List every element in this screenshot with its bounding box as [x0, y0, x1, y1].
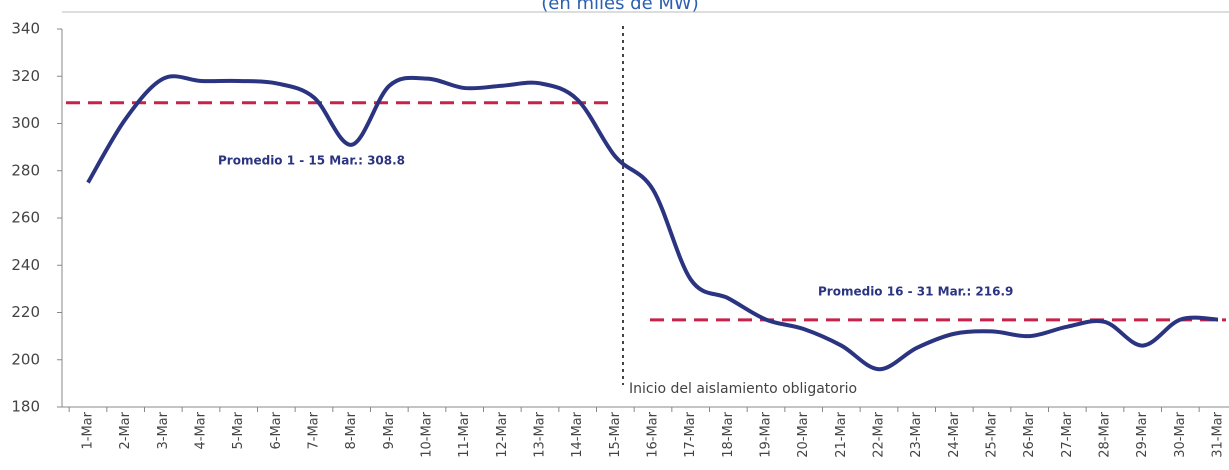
y-tick-label: 340: [11, 20, 40, 38]
y-tick-label: 300: [11, 114, 40, 132]
x-tick-label: 17-Mar: [683, 411, 698, 457]
x-tick-label: 27-Mar: [1060, 411, 1075, 457]
y-tick-label: 320: [11, 67, 40, 85]
x-tick-label: 22-Mar: [872, 411, 887, 457]
x-tick-label: 26-Mar: [1022, 411, 1037, 457]
x-tick-label: 29-Mar: [1135, 411, 1150, 457]
x-tick-label: 30-Mar: [1173, 411, 1188, 457]
x-tick-label: 24-Mar: [947, 411, 962, 457]
x-tick-label: 3-Mar: [156, 411, 171, 449]
x-tick-label: 23-Mar: [909, 411, 924, 457]
x-tick-label: 6-Mar: [269, 411, 284, 449]
x-tick-label: 11-Mar: [457, 411, 472, 457]
annotation: Inicio del aislamiento obligatorio: [629, 381, 857, 397]
y-tick-label: 260: [11, 209, 40, 227]
x-tick-label: 12-Mar: [495, 411, 510, 457]
x-tick-label: 25-Mar: [985, 411, 1000, 457]
x-tick-label: 13-Mar: [533, 411, 548, 457]
x-tick-label: 14-Mar: [570, 411, 585, 457]
x-tick-label: 28-Mar: [1098, 411, 1113, 457]
chart-subtitle: (en miles de MW): [541, 0, 699, 14]
x-tick-label: 15-Mar: [608, 411, 623, 457]
line: [86, 74, 1219, 372]
x-tick-label: 31-Mar: [1211, 411, 1226, 457]
x-tick-label: 8-Mar: [344, 411, 359, 449]
x-tick-label: 9-Mar: [382, 411, 397, 449]
average-label: Promedio 16 - 31 Mar.: 216.9: [818, 285, 1013, 299]
x-tick-label: 21-Mar: [834, 411, 849, 457]
x-tick-label: 2-Mar: [118, 411, 133, 449]
x-tick-label: 4-Mar: [194, 411, 209, 449]
y-tick-label: 200: [11, 350, 40, 368]
y-tick-label: 280: [11, 161, 40, 179]
x-tick-label: 20-Mar: [796, 411, 811, 457]
x-tick-label: 19-Mar: [759, 411, 774, 457]
y-tick-label: 180: [11, 398, 40, 416]
average-label: Promedio 1 - 15 Mar.: 308.8: [218, 154, 405, 168]
x-tick-label: 16-Mar: [646, 411, 661, 457]
x-tick-label: 18-Mar: [721, 411, 736, 457]
y-tick-label: 240: [11, 256, 40, 274]
x-tick-label: 5-Mar: [231, 411, 246, 449]
x-tick-label: 10-Mar: [420, 411, 435, 457]
x-tick-label: 7-Mar: [307, 411, 322, 449]
x-tick-label: 1-Mar: [81, 411, 96, 449]
y-tick-label: 220: [11, 303, 40, 321]
